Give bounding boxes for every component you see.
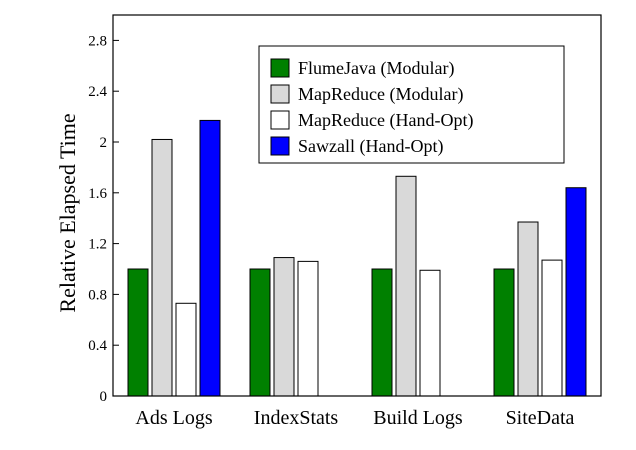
y-tick-label: 1.6 <box>88 186 107 202</box>
bars-group <box>127 119 587 397</box>
bar-3-3 <box>565 187 587 397</box>
legend-swatch <box>270 110 290 130</box>
legend: FlumeJava (Modular) MapReduce (Modular) Ma… <box>258 45 565 164</box>
bar-2-1 <box>395 175 417 397</box>
y-axis: 0 0.4 0.8 1.2 1.6 2 2.4 2.8 <box>88 33 119 405</box>
legend-swatch <box>270 136 290 156</box>
bar-1-2 <box>297 260 319 397</box>
legend-swatch <box>270 58 290 78</box>
legend-swatch <box>270 84 290 104</box>
bar-0-0 <box>127 268 149 397</box>
y-axis-title: Relative Elapsed Time <box>55 113 80 312</box>
bar-3-1 <box>517 221 539 397</box>
y-tick-label: 0.4 <box>88 338 107 354</box>
x-axis: Ads Logs IndexStats Build Logs SiteData <box>135 407 574 429</box>
legend-label: MapReduce (Modular) <box>298 84 463 105</box>
bar-0-1 <box>151 138 173 397</box>
bar-2-0 <box>371 268 393 397</box>
y-tick-label: 2.4 <box>88 84 107 100</box>
x-category-label: Ads Logs <box>135 407 212 429</box>
bar-1-0 <box>249 268 271 397</box>
legend-label: MapReduce (Hand-Opt) <box>298 110 473 131</box>
legend-box <box>258 45 565 164</box>
y-tick-label: 0 <box>100 389 108 405</box>
bar-3-0 <box>493 268 515 397</box>
y-tick-label: 2.8 <box>88 33 107 49</box>
y-tick-label: 1.2 <box>88 237 107 253</box>
bar-2-2 <box>419 269 441 397</box>
legend-label: Sawzall (Hand-Opt) <box>298 136 443 157</box>
x-category-label: IndexStats <box>254 407 339 429</box>
plot-frame <box>112 14 602 397</box>
bar-1-1 <box>273 257 295 397</box>
bar-3-2 <box>541 259 563 397</box>
bar-0-2 <box>175 302 197 397</box>
legend-label: FlumeJava (Modular) <box>298 58 454 79</box>
bar-0-3 <box>199 119 221 397</box>
y-tick-label: 2 <box>100 135 108 151</box>
x-category-label: Build Logs <box>373 407 463 429</box>
x-category-label: SiteData <box>506 407 575 429</box>
y-tick-label: 0.8 <box>88 287 107 303</box>
